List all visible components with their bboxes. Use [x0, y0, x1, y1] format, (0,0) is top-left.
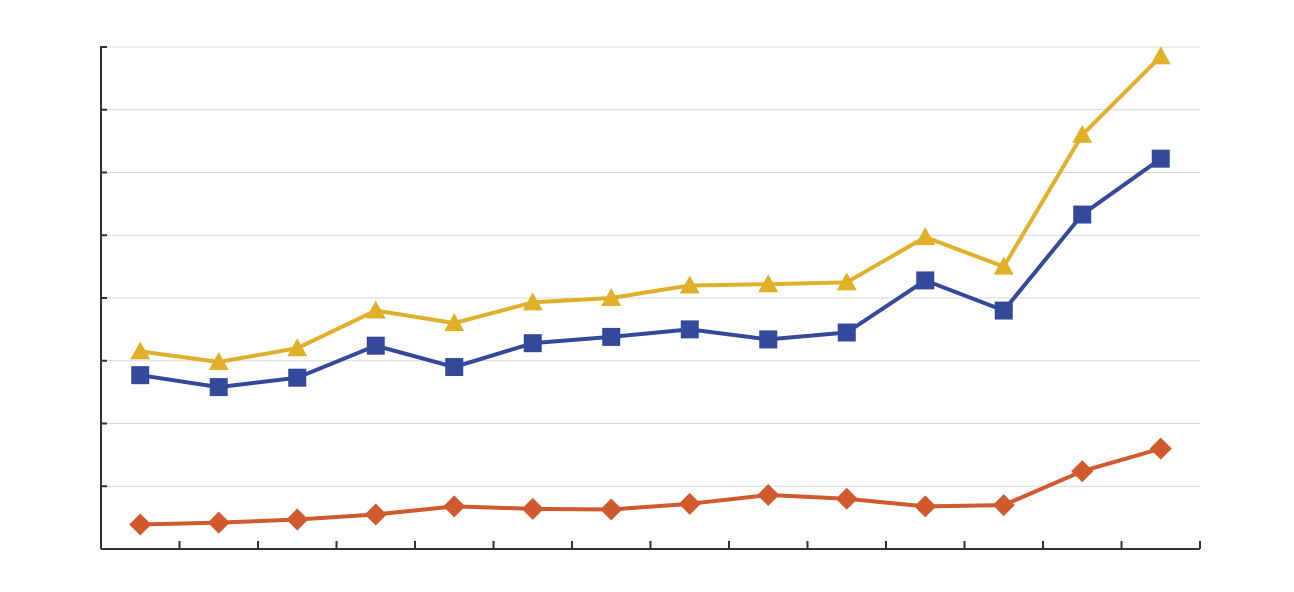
- series-1-point-9: [837, 323, 856, 342]
- series-2-point-6: [600, 498, 623, 521]
- series-1-point-2: [288, 368, 307, 387]
- series-2-point-8: [757, 484, 780, 507]
- series-1-point-4: [445, 358, 464, 377]
- series-2-point-1: [207, 511, 230, 534]
- series-1-point-7: [680, 320, 699, 339]
- series-0-point-11: [993, 256, 1014, 275]
- series-2-point-9: [835, 487, 858, 510]
- series-0-point-8: [758, 274, 779, 293]
- series-0: [130, 46, 1171, 371]
- series-2-point-7: [678, 492, 701, 515]
- series-0-point-2: [287, 338, 308, 357]
- series-2: [129, 437, 1172, 536]
- series-0-point-7: [679, 275, 700, 294]
- series-group: [129, 46, 1172, 536]
- series-2-point-5: [521, 497, 544, 520]
- series-2-point-2: [286, 508, 309, 531]
- series-2-point-0: [129, 513, 152, 536]
- series-0-point-5: [522, 292, 543, 311]
- series-2-point-13: [1149, 437, 1172, 460]
- series-2-point-10: [914, 495, 937, 518]
- series-1-point-12: [1073, 205, 1092, 224]
- series-0-point-13: [1150, 46, 1171, 65]
- series-0-point-1: [208, 352, 229, 371]
- series-1-point-13: [1151, 149, 1170, 168]
- series-0-point-10: [915, 227, 936, 246]
- series-1-point-10: [916, 271, 935, 290]
- series-0-line: [139, 54, 1163, 365]
- series-1-point-1: [209, 378, 228, 397]
- series-2-point-4: [443, 495, 466, 518]
- series-2-point-11: [992, 494, 1015, 517]
- gridlines: [101, 46, 1200, 487]
- series-1-point-3: [366, 336, 385, 355]
- series-1-point-0: [131, 366, 150, 385]
- series-2-line: [140, 446, 1162, 527]
- series-0-point-6: [601, 288, 622, 306]
- series-2-point-3: [364, 503, 387, 526]
- series-2-point-12: [1071, 460, 1094, 483]
- axes: [100, 46, 1201, 550]
- series-0-point-12: [1072, 124, 1093, 143]
- series-1-point-8: [759, 330, 778, 349]
- series-0-point-9: [836, 272, 857, 291]
- series-0-point-0: [130, 341, 151, 360]
- series-1-point-5: [523, 334, 542, 353]
- series-1-point-6: [602, 327, 621, 346]
- series-0-point-4: [444, 313, 465, 332]
- series-1-line: [139, 157, 1162, 390]
- series-1: [131, 149, 1170, 397]
- series-0-point-3: [365, 300, 386, 319]
- series-1-point-11: [994, 301, 1013, 320]
